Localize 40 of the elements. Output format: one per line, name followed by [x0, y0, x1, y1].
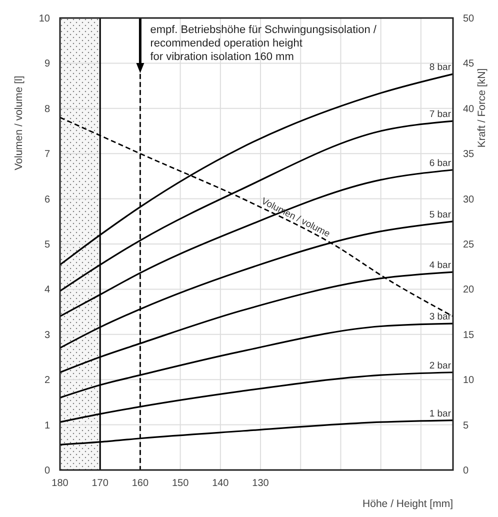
x-tick-label: 150 [172, 478, 190, 489]
y2-tick-label: 30 [463, 194, 475, 206]
x-tick-label: 140 [212, 478, 230, 489]
y2-tick-label: 50 [463, 14, 475, 24]
y-tick-label: 8 [44, 104, 50, 115]
y2-tick-label: 45 [463, 58, 475, 70]
series-label: 7 bar [429, 109, 451, 120]
y-tick-label: 10 [38, 14, 50, 24]
series-label: 2 bar [429, 360, 451, 372]
x-axis-title: Höhe / Height [mm] [362, 498, 454, 510]
x-tick-label: 160 [132, 478, 149, 489]
y2-tick-label: 15 [463, 330, 475, 341]
y2-tick-label: 0 [463, 466, 469, 476]
y-tick-label: 9 [44, 58, 50, 70]
y-tick-label: 3 [44, 330, 50, 341]
series-label: 5 bar [429, 209, 451, 220]
series-label: 4 bar [429, 260, 451, 272]
y2-tick-label: 20 [463, 284, 475, 296]
y-tick-label: 6 [44, 194, 50, 206]
series-label: 6 bar [429, 158, 451, 169]
y-tick-label: 5 [44, 240, 50, 250]
series-label: 8 bar [429, 62, 451, 74]
y2-tick-label: 25 [463, 240, 475, 250]
y2-tick-label: 40 [463, 104, 475, 115]
y-tick-label: 0 [44, 466, 50, 476]
x-tick-label: 180 [52, 478, 69, 489]
y-tick-label: 1 [44, 420, 50, 432]
y2-tick-label: 35 [463, 149, 475, 160]
y2-tick-label: 10 [463, 375, 475, 386]
series-label: 3 bar [429, 312, 451, 323]
y-tick-label: 2 [44, 375, 50, 386]
y-axis-title: Volumen / volume [l] [13, 76, 25, 170]
x-tick-label: 170 [92, 478, 109, 489]
y-tick-label: 7 [44, 149, 50, 160]
y2-tick-label: 5 [463, 420, 469, 432]
y2-axis-title: Kraft / Force [kN] [476, 68, 488, 148]
y-tick-label: 4 [44, 284, 50, 296]
series-label: 1 bar [429, 408, 451, 420]
x-tick-label: 130 [252, 478, 270, 489]
ref-line-label: empf. Betriebshöhe für Schwingungsisolation / recommended operation height for vibration isolation 160 mm [150, 24, 378, 63]
